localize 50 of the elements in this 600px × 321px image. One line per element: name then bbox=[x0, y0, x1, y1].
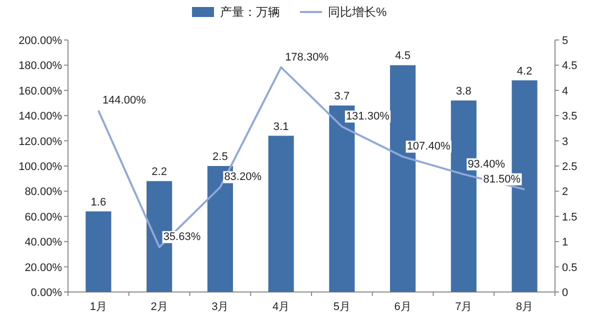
legend-label: 产量：万辆 bbox=[220, 5, 280, 19]
data-label: 1.6 bbox=[90, 196, 106, 208]
x-tick-label: 4月 bbox=[272, 301, 290, 313]
y-tick-label: 120.00% bbox=[18, 136, 62, 148]
y2-tick-label: 4.5 bbox=[562, 60, 578, 72]
y-tick-label: 60.00% bbox=[24, 211, 62, 224]
y2-tick-label: 4 bbox=[562, 85, 568, 98]
y-tick-label: 160.00% bbox=[18, 85, 62, 98]
y-tick-label: 40.00% bbox=[24, 236, 62, 249]
y2-tick-label: 2.5 bbox=[562, 161, 578, 173]
x-tick-label: 7月 bbox=[455, 301, 472, 313]
data-label: 83.20% bbox=[224, 171, 262, 184]
y-tick-label: 80.00% bbox=[24, 186, 62, 198]
data-label: 3.1 bbox=[273, 120, 289, 133]
x-tick-label: 8月 bbox=[516, 301, 534, 313]
y2-tick-label: 1 bbox=[562, 236, 568, 249]
data-label: 93.40% bbox=[468, 158, 506, 170]
data-label: 4.2 bbox=[516, 65, 532, 78]
y2-tick-label: 0.5 bbox=[562, 262, 578, 274]
data-label: 107.40% bbox=[406, 140, 450, 153]
data-label: 2.5 bbox=[212, 151, 228, 163]
data-label: 144.00% bbox=[102, 94, 146, 107]
y-tick-label: 0.00% bbox=[30, 287, 62, 299]
y2-tick-label: 3.5 bbox=[562, 110, 578, 123]
data-label: 2.2 bbox=[152, 166, 167, 178]
y2-tick-label: 1.5 bbox=[562, 211, 578, 224]
y-tick-label: 180.00% bbox=[18, 60, 62, 72]
data-label: 4.5 bbox=[395, 50, 410, 62]
x-tick-label: 6月 bbox=[394, 301, 412, 313]
x-tick-label: 3月 bbox=[212, 301, 229, 313]
data-label: 131.30% bbox=[346, 110, 390, 123]
data-label: 3.8 bbox=[456, 85, 472, 98]
data-label: 81.50% bbox=[483, 173, 521, 186]
y2-tick-label: 0 bbox=[562, 287, 568, 299]
data-label: 178.30% bbox=[285, 51, 329, 64]
y-tick-label: 140.00% bbox=[18, 110, 62, 123]
y-tick-label: 100.00% bbox=[18, 161, 62, 173]
bar bbox=[86, 211, 112, 292]
x-tick-label: 1月 bbox=[90, 301, 107, 313]
legend-label: 同比增长% bbox=[328, 5, 387, 19]
x-tick-label: 5月 bbox=[333, 301, 350, 313]
y2-tick-label: 3 bbox=[562, 136, 568, 148]
bar bbox=[268, 136, 294, 292]
y-tick-label: 200.00% bbox=[18, 35, 62, 47]
data-label: 35.63% bbox=[163, 231, 201, 244]
y2-tick-label: 2 bbox=[562, 186, 568, 198]
data-label: 3.7 bbox=[334, 90, 350, 103]
x-tick-label: 2月 bbox=[150, 301, 168, 313]
y2-tick-label: 5 bbox=[562, 35, 568, 47]
y-tick-label: 20.00% bbox=[24, 262, 62, 274]
